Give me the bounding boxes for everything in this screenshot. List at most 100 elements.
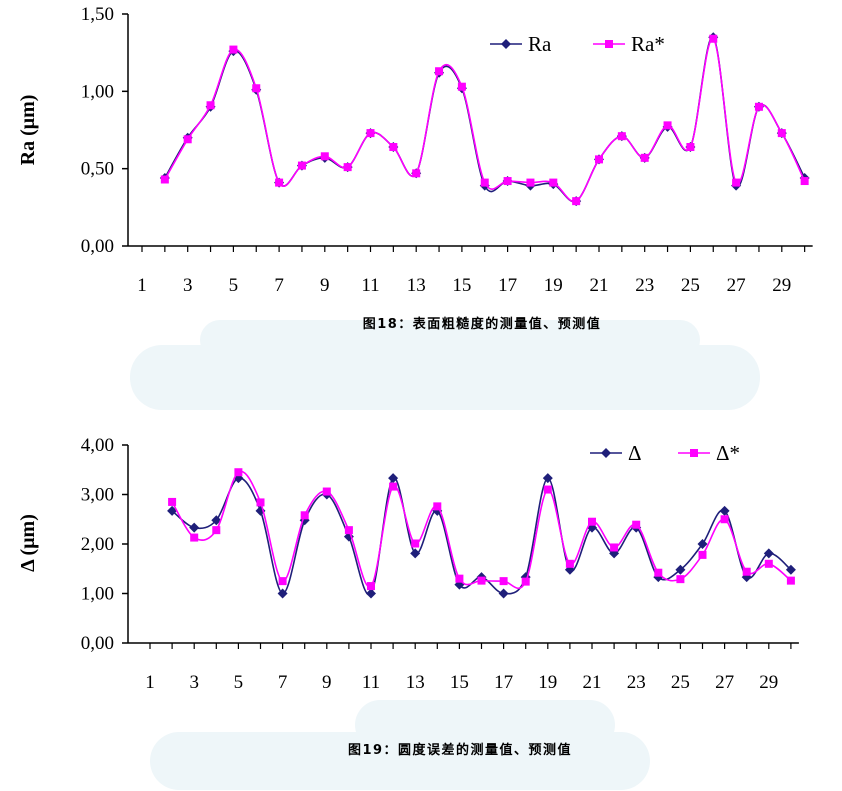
decorative-blob xyxy=(355,700,615,750)
data-point-measured xyxy=(542,473,553,484)
data-point-predicted xyxy=(389,482,398,491)
y-tick-label: 0,00 xyxy=(81,236,114,257)
data-point-predicted xyxy=(565,559,574,568)
data-point-predicted xyxy=(543,485,552,494)
data-point-predicted xyxy=(786,576,795,585)
data-point-predicted xyxy=(632,520,641,529)
data-point-predicted xyxy=(720,515,729,524)
legend-marker-square xyxy=(605,40,613,48)
data-point-measured xyxy=(410,548,421,559)
y-tick-label: 0,50 xyxy=(81,159,114,180)
data-point-predicted xyxy=(183,135,192,144)
x-tick-label: 3 xyxy=(189,672,199,693)
x-tick-label: 11 xyxy=(361,275,379,296)
data-point-predicted xyxy=(709,34,718,43)
legend-marker-diamond xyxy=(501,39,511,49)
y-tick-label: 3,00 xyxy=(81,485,114,506)
y-tick-label: 4,00 xyxy=(81,435,114,456)
x-tick-label: 19 xyxy=(538,672,557,693)
series-line-predicted xyxy=(164,37,806,203)
data-point-predicted xyxy=(663,121,672,130)
data-point-predicted xyxy=(526,178,535,187)
data-point-predicted xyxy=(686,143,695,152)
y-tick-label: 2,00 xyxy=(81,534,114,555)
figure-18-caption: 图18：表面粗糙度的测量值、预测值 xyxy=(363,316,602,332)
x-tick-label: 9 xyxy=(320,275,330,296)
x-tick-label: 13 xyxy=(407,275,426,296)
data-point-measured xyxy=(366,588,376,599)
data-point-predicted xyxy=(572,197,581,206)
decorative-blob xyxy=(200,320,700,360)
y-tick-label: 0,00 xyxy=(81,633,114,654)
data-point-predicted xyxy=(595,155,603,164)
data-point-predicted xyxy=(588,517,596,526)
data-point-predicted xyxy=(275,178,284,187)
data-point-predicted xyxy=(777,129,786,138)
data-point-predicted xyxy=(344,526,353,535)
data-point-predicted xyxy=(754,102,763,111)
data-point-predicted xyxy=(503,177,512,186)
x-tick-label: 25 xyxy=(681,275,700,296)
data-point-measured xyxy=(697,539,708,549)
x-tick-label: 7 xyxy=(278,672,288,693)
data-point-predicted xyxy=(234,468,243,477)
y-tick-label: 1,00 xyxy=(81,81,114,102)
data-point-predicted xyxy=(256,498,265,507)
data-point-predicted xyxy=(411,539,420,548)
x-tick-label: 27 xyxy=(727,275,746,296)
x-tick-label: 21 xyxy=(583,672,602,693)
data-point-measured xyxy=(498,588,509,599)
data-point-measured xyxy=(277,588,288,599)
data-point-predicted xyxy=(412,169,421,178)
x-tick-label: 13 xyxy=(406,672,425,693)
data-point-measured xyxy=(719,505,730,516)
data-point-predicted xyxy=(676,575,685,584)
roundness-chart: 0,001,002,003,004,001 3 5 7 9 11 13 15 17 19 21 23 2… xyxy=(17,435,799,693)
x-tick-label: 17 xyxy=(494,672,513,693)
x-tick-label: 5 xyxy=(229,275,239,296)
x-tick-label: 15 xyxy=(450,672,469,693)
data-point-predicted xyxy=(297,161,306,170)
data-point-predicted xyxy=(521,577,530,586)
figure-19-caption: 图19：圆度误差的测量值、预测值 xyxy=(348,742,572,758)
data-point-predicted xyxy=(433,502,442,511)
y-axis-label: Δ (μm) xyxy=(17,514,39,572)
data-point-predicted xyxy=(480,178,489,187)
data-point-measured xyxy=(167,505,178,516)
data-point-measured xyxy=(675,564,686,575)
x-tick-label: 5 xyxy=(234,672,244,693)
data-point-predicted xyxy=(322,487,331,496)
data-point-predicted xyxy=(698,550,707,559)
data-point-predicted xyxy=(320,152,329,161)
data-point-predicted xyxy=(732,178,741,187)
legend-marker-diamond xyxy=(601,448,611,458)
x-tick-label: 25 xyxy=(671,672,690,693)
data-point-measured xyxy=(189,522,200,533)
data-point-predicted xyxy=(190,533,199,542)
data-point-predicted xyxy=(435,67,444,76)
x-tick-label: 11 xyxy=(362,672,380,693)
data-point-predicted xyxy=(477,576,486,585)
data-point-predicted xyxy=(499,577,508,586)
x-tick-label: 3 xyxy=(183,275,193,296)
data-point-predicted xyxy=(343,163,352,172)
data-point-predicted xyxy=(457,82,466,91)
legend-label: Ra xyxy=(528,32,552,56)
data-point-predicted xyxy=(549,178,558,187)
y-tick-label: 1,00 xyxy=(81,584,114,605)
data-point-predicted xyxy=(229,45,238,54)
data-point-predicted xyxy=(300,511,309,520)
x-tick-label: 9 xyxy=(322,672,332,693)
legend-label: Δ xyxy=(628,441,642,465)
legend-label: Ra* xyxy=(631,32,665,56)
data-point-predicted xyxy=(764,559,773,568)
data-point-predicted xyxy=(389,143,398,152)
x-tick-label: 21 xyxy=(590,275,609,296)
data-point-predicted xyxy=(168,497,177,506)
data-point-predicted xyxy=(206,101,215,110)
legend-label: Δ* xyxy=(716,441,740,465)
data-point-predicted xyxy=(800,177,809,186)
data-point-predicted xyxy=(610,543,619,552)
data-point-measured xyxy=(785,564,796,575)
x-tick-label: 23 xyxy=(635,275,654,296)
